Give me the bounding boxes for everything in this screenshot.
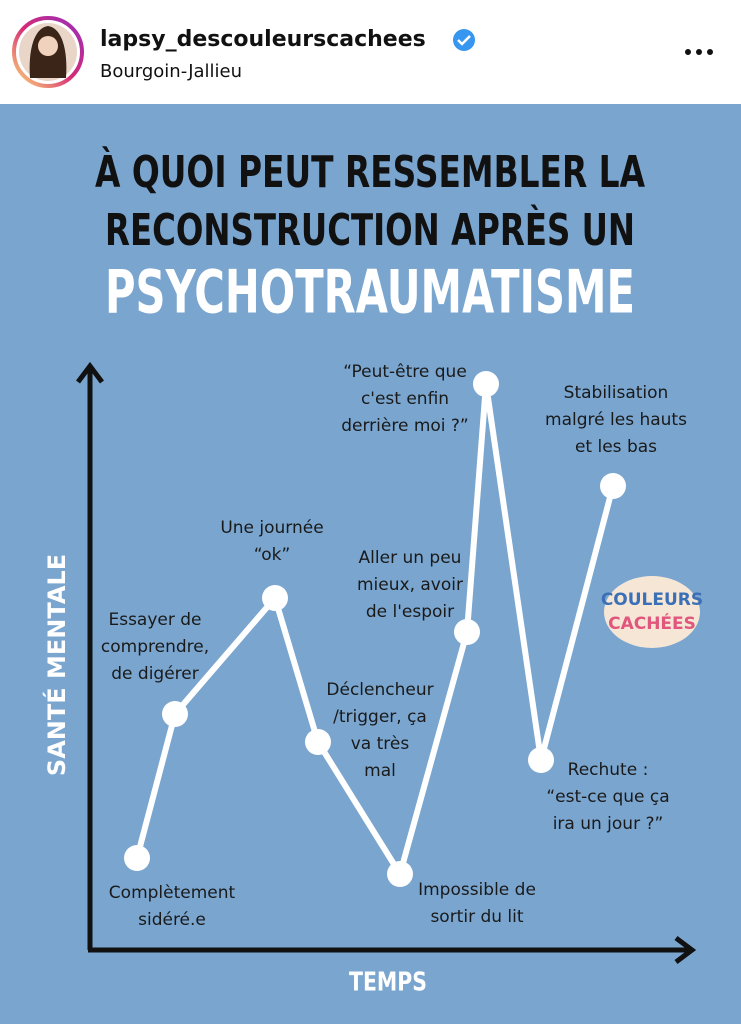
stage-label: Déclencheur [326, 680, 433, 700]
title-highlight: PSYCHOTRAUMATISME [105, 258, 635, 328]
stage-point [124, 845, 150, 871]
stage-point [305, 729, 331, 755]
stage-label: Essayer de [108, 610, 201, 630]
stage-point [600, 473, 626, 499]
stage-label: /trigger, ça [333, 707, 427, 727]
stage-point [454, 619, 480, 645]
avatar-face [38, 36, 58, 56]
title-line: RECONSTRUCTION APRÈS UN [105, 203, 635, 256]
more-menu[interactable] [685, 49, 713, 55]
stage-label: Stabilisation [564, 383, 669, 403]
x-axis-label: TEMPS [349, 968, 427, 998]
stage-label: comprendre, [101, 637, 209, 657]
location[interactable]: Bourgoin-Jallieu [100, 61, 242, 82]
stage-point [162, 701, 188, 727]
stage-label: “Peut-être que [343, 362, 467, 382]
stage-label: mieux, avoir [357, 575, 463, 595]
stage-label: Une journée [220, 518, 323, 538]
infographic [0, 104, 741, 1024]
stage-label: c'est enfin [361, 389, 449, 409]
username[interactable]: lapsy_descouleurscachees [100, 27, 426, 52]
stage-label: Impossible de [418, 880, 536, 900]
stage-point [473, 371, 499, 397]
logo-text: CACHÉES [608, 612, 696, 634]
stage-label: sortir du lit [430, 907, 523, 927]
verified-badge [453, 29, 475, 51]
stage-label: derrière moi ?” [341, 416, 469, 436]
stage-label: “est-ce que ça [546, 787, 669, 807]
stage-label: de digérer [111, 664, 198, 684]
stage-label: Aller un peu [359, 548, 462, 568]
stage-label: “ok” [254, 545, 291, 565]
stage-point [528, 747, 554, 773]
stage-label: et les bas [575, 437, 657, 457]
stage-label: va très [351, 734, 410, 754]
logo-text: COULEURS [601, 590, 703, 610]
stage-label: malgré les hauts [545, 410, 687, 430]
stage-point [262, 585, 288, 611]
stage-label: mal [364, 761, 396, 781]
curve: Complètement sidéré.e Essayer de comprendre… [101, 362, 687, 930]
stage-label: sidéré.e [138, 910, 206, 930]
stage-label: de l'espoir [366, 602, 454, 622]
title-line: À QUOI PEUT RESSEMBLER LA [95, 145, 645, 198]
stage-label: ira un jour ?” [553, 814, 664, 834]
axes [76, 361, 697, 964]
logo: COULEURS CACHÉES [601, 576, 703, 648]
post-header [0, 0, 741, 104]
stage-label: Rechute : [568, 760, 649, 780]
y-axis-label: SANTÉ MENTALE [42, 554, 71, 776]
verified-check [457, 35, 471, 46]
avatar-ring[interactable] [12, 16, 84, 88]
stage-point [387, 861, 413, 887]
stage-label: Complètement [109, 883, 236, 903]
